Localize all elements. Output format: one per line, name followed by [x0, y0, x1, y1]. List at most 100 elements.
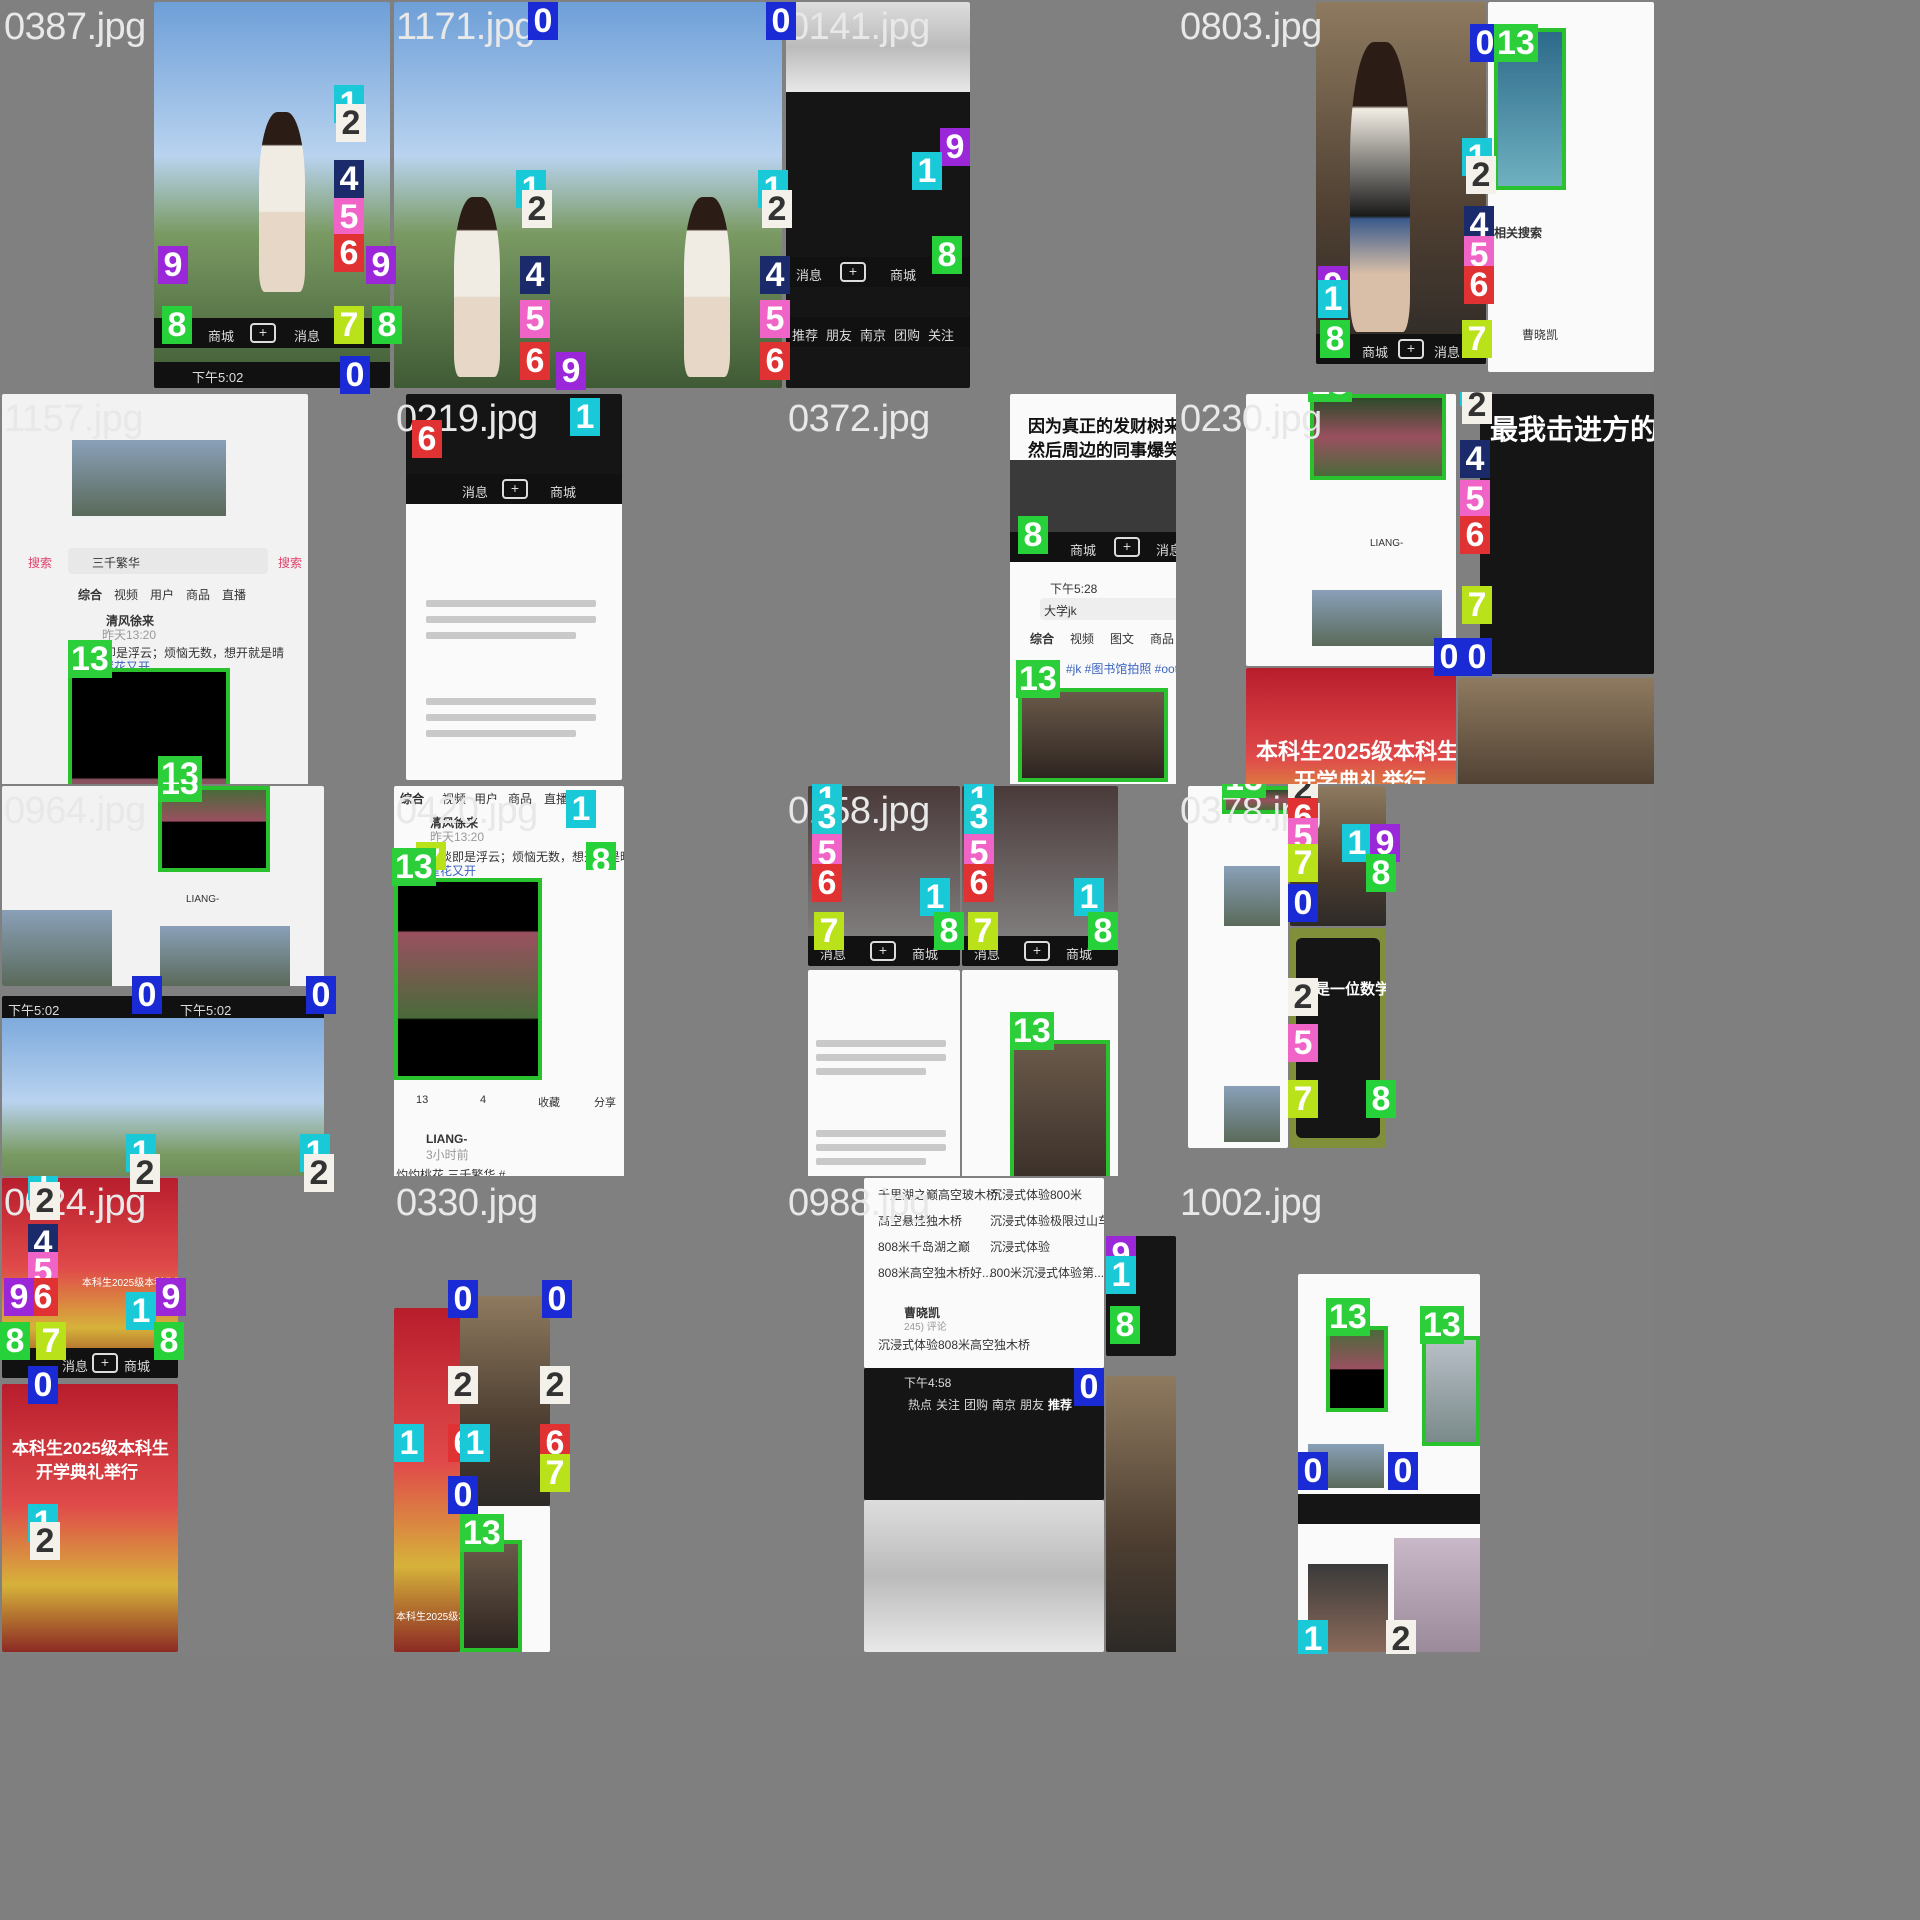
nav-mall[interactable]: 商城	[550, 485, 577, 500]
commenter-name[interactable]: 曹晓凯	[904, 1306, 941, 1320]
tab-recommend[interactable]: 推荐	[1048, 1398, 1073, 1412]
person-figure	[684, 197, 730, 377]
search-button[interactable]: 搜索	[28, 556, 53, 570]
image-thumbnail[interactable]	[160, 926, 290, 986]
nav-mall[interactable]: 商城	[1066, 947, 1093, 962]
related-item[interactable]: 800米沉浸式体验第...	[990, 1266, 1104, 1280]
tab-friends[interactable]: 朋友	[826, 328, 853, 343]
share-button[interactable]: 分享	[594, 1097, 616, 1109]
plus-icon[interactable]: +	[1024, 941, 1050, 961]
search-input[interactable]: 三千繁华	[68, 548, 268, 574]
image-thumbnail[interactable]	[1224, 1086, 1280, 1142]
related-item[interactable]: 808米高空独木桥好...	[878, 1266, 993, 1280]
tab-follow[interactable]: 关注	[936, 1398, 961, 1412]
nav-message[interactable]: 消息	[294, 329, 321, 344]
related-item[interactable]: 沉浸式体验极限过山车	[990, 1214, 1104, 1228]
tab-nanjing[interactable]: 南京	[992, 1398, 1017, 1412]
tag-5: 5	[1460, 480, 1490, 518]
video-thumbnail[interactable]	[1422, 1336, 1480, 1446]
nav-message[interactable]: 消息	[1434, 345, 1461, 360]
post-author[interactable]: LIANG-	[186, 894, 220, 905]
plus-icon[interactable]: +	[1398, 339, 1424, 359]
image-thumbnail[interactable]	[1312, 590, 1442, 646]
tile-filename: 0141.jpg	[788, 6, 930, 48]
tab-follow[interactable]: 关注	[928, 328, 955, 343]
video-thumbnail[interactable]	[1326, 1326, 1388, 1412]
tab-goods[interactable]: 商品	[186, 588, 211, 602]
nav-mall[interactable]: 商城	[1070, 543, 1097, 558]
plus-icon[interactable]: +	[1114, 537, 1140, 557]
nav-message[interactable]: 消息	[1156, 543, 1183, 558]
tab-hot[interactable]: 热点	[908, 1398, 933, 1412]
tag-9: 9	[556, 352, 586, 390]
tab-video[interactable]: 视频	[442, 792, 467, 806]
tab-all[interactable]: 综合	[1030, 632, 1055, 646]
ceremony-banner-1: 本科生2025级本科生	[12, 1439, 169, 1458]
related-item[interactable]: 高空悬挂独木桥	[878, 1214, 963, 1228]
image-thumbnail[interactable]	[2, 910, 112, 986]
tab-all[interactable]: 综合	[78, 588, 103, 602]
related-item[interactable]: 沉浸式体验	[990, 1240, 1051, 1254]
post-author[interactable]: 清风徐来	[430, 816, 479, 830]
image-thumbnail[interactable]	[72, 440, 226, 516]
tab-user[interactable]: 用户	[474, 792, 499, 806]
related-item[interactable]: 沉浸式体验800米	[990, 1188, 1083, 1202]
nav-message[interactable]: 消息	[462, 485, 489, 500]
tab-friends[interactable]: 朋友	[1020, 1398, 1045, 1412]
tab-recommend[interactable]: 推荐	[792, 328, 819, 343]
tab-user[interactable]: 用户	[150, 588, 175, 602]
tab-article[interactable]: 图文	[1110, 632, 1135, 646]
post-author[interactable]: LIANG-	[1370, 538, 1404, 549]
post-author[interactable]: LIANG-	[426, 1132, 468, 1146]
tag-0: 0	[448, 1280, 478, 1318]
tag-5: 5	[520, 300, 550, 338]
like-count[interactable]: 13	[416, 1094, 429, 1106]
tab-live[interactable]: 直播	[544, 792, 569, 806]
tab-live[interactable]: 直播	[222, 588, 247, 602]
tab-goods[interactable]: 商品	[1150, 632, 1175, 646]
tag-1: 1	[920, 878, 950, 916]
hashtags[interactable]: #jk #图书馆拍照 #ootd	[1066, 662, 1185, 676]
video-thumbnail[interactable]	[394, 878, 542, 1080]
search-query[interactable]: 大学jk	[1044, 604, 1077, 618]
tab-all[interactable]: 综合	[400, 792, 425, 806]
plus-icon[interactable]: +	[870, 941, 896, 961]
image-thumbnail[interactable]	[1224, 866, 1280, 926]
related-item[interactable]: 千里湖之巅高空玻木桥	[878, 1188, 999, 1202]
video-thumbnail[interactable]	[1018, 688, 1168, 782]
nav-mall[interactable]: 商城	[912, 947, 939, 962]
nav-mall[interactable]: 商城	[890, 268, 917, 283]
nav-message[interactable]: 消息	[820, 947, 847, 962]
nav-mall[interactable]: 商城	[208, 329, 235, 344]
plus-icon[interactable]: +	[250, 323, 276, 343]
nav-message[interactable]: 消息	[796, 268, 823, 283]
collect-button[interactable]: 收藏	[538, 1097, 560, 1109]
tab-groupbuy[interactable]: 团购	[894, 328, 921, 343]
tile-filename: 0387.jpg	[4, 6, 146, 48]
nav-message[interactable]: 消息	[62, 1359, 89, 1374]
plus-icon[interactable]: +	[840, 262, 866, 282]
video-thumbnail[interactable]	[1310, 394, 1446, 480]
tab-video[interactable]: 视频	[114, 588, 139, 602]
status-time: 下午5:02	[8, 1003, 60, 1018]
tag-0: 0	[528, 2, 558, 40]
search-query[interactable]: 三千繁华	[92, 556, 141, 570]
related-item[interactable]: 808米千岛湖之巅	[878, 1240, 971, 1254]
plus-icon[interactable]: +	[502, 479, 528, 499]
video-thumbnail[interactable]	[460, 1540, 522, 1652]
nav-mall[interactable]: 商城	[124, 1359, 151, 1374]
ceremony-banner-1: 本科生2025级本科生	[1256, 739, 1456, 764]
plus-icon[interactable]: +	[92, 1353, 118, 1373]
tag-2: 2	[762, 190, 792, 228]
tab-goods[interactable]: 商品	[508, 792, 533, 806]
tab-groupbuy[interactable]: 团购	[964, 1398, 989, 1412]
comment-count[interactable]: 4	[480, 1094, 487, 1106]
post-author[interactable]: 清风徐来	[106, 614, 155, 628]
search-button[interactable]: 搜索	[278, 556, 303, 570]
tab-nanjing[interactable]: 南京	[860, 328, 887, 343]
tag-1: 1	[1074, 878, 1104, 916]
nav-message[interactable]: 消息	[974, 947, 1001, 962]
nav-mall[interactable]: 商城	[1362, 345, 1389, 360]
tab-video[interactable]: 视频	[1070, 632, 1095, 646]
